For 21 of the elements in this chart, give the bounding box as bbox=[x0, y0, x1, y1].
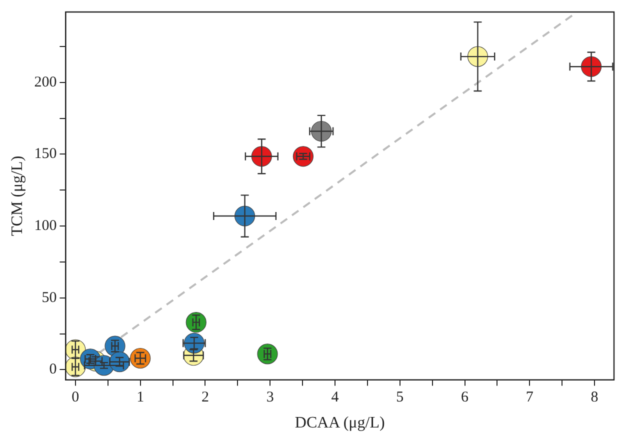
y-tick-label: 100 bbox=[34, 218, 57, 234]
x-tick-label: 3 bbox=[266, 390, 274, 406]
x-tick-label: 2 bbox=[201, 390, 209, 406]
point bbox=[292, 146, 314, 167]
point bbox=[130, 348, 151, 369]
y-tick-label: 50 bbox=[42, 290, 57, 306]
x-tick-label: 4 bbox=[331, 390, 340, 406]
x-tick-label: 1 bbox=[136, 390, 144, 406]
y-tick-label: 0 bbox=[49, 362, 57, 378]
x-tick-label: 7 bbox=[526, 390, 534, 406]
x-tick-label: 0 bbox=[72, 390, 80, 406]
point bbox=[257, 344, 278, 364]
x-tick-label: 8 bbox=[590, 390, 598, 406]
x-axis-title: DCAA (μg/L) bbox=[294, 414, 385, 432]
y-axis-title: TCM (μg/L) bbox=[8, 156, 26, 236]
x-tick-label: 6 bbox=[461, 390, 470, 406]
y-tick-label: 150 bbox=[34, 146, 57, 162]
point bbox=[104, 336, 126, 356]
x-tick-label: 5 bbox=[396, 390, 404, 406]
point bbox=[186, 312, 206, 333]
y-tick-label: 200 bbox=[34, 74, 57, 90]
